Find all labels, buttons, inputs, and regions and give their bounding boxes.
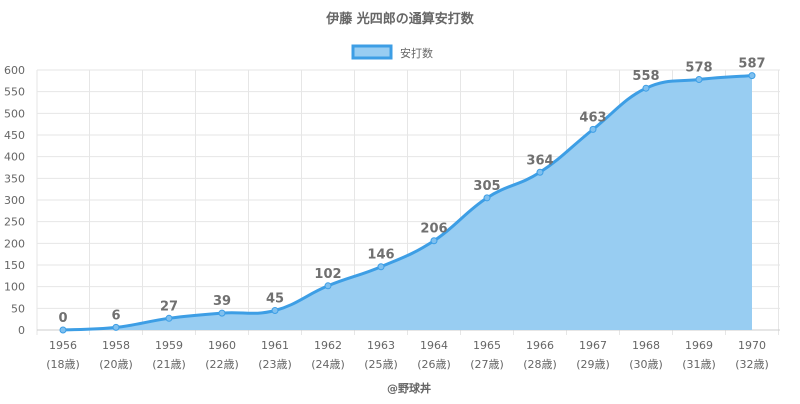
x-tick-age-label: (26歳) <box>417 358 451 371</box>
data-point <box>483 194 491 202</box>
x-tick-age-label: (27歳) <box>470 358 504 371</box>
x-tick-age-label: (30歳) <box>629 358 663 371</box>
data-label: 463 <box>579 110 606 125</box>
series-line <box>62 74 753 332</box>
x-tick-label: 1956 <box>49 339 77 352</box>
data-point <box>59 326 67 334</box>
x-tick-label: 1959 <box>155 339 183 352</box>
x-tick-age-label: (22歳) <box>205 358 239 371</box>
series-area-fill <box>63 75 752 330</box>
x-tick-label: 1958 <box>102 339 130 352</box>
y-tick-label: 100 <box>4 281 25 294</box>
data-point <box>642 84 650 92</box>
y-tick-label: 400 <box>4 151 25 164</box>
data-label: 39 <box>213 294 231 309</box>
x-tick-age-label: (31歳) <box>682 358 716 371</box>
x-tick-label: 1968 <box>632 339 660 352</box>
data-point <box>536 168 544 176</box>
x-tick-label: 1960 <box>208 339 236 352</box>
data-points <box>59 72 756 334</box>
legend-label: 安打数 <box>400 46 433 60</box>
watermark: @野球丼 <box>387 381 431 395</box>
data-point <box>748 72 756 80</box>
data-label: 364 <box>526 153 553 168</box>
x-tick-label: 1970 <box>738 339 766 352</box>
x-tick-label: 1963 <box>367 339 395 352</box>
y-tick-label: 0 <box>18 324 25 337</box>
x-tick-age-label: (23歳) <box>258 358 292 371</box>
data-label: 558 <box>632 69 659 84</box>
x-tick-age-label: (24歳) <box>311 358 345 371</box>
data-area <box>62 74 753 332</box>
data-label: 578 <box>685 61 712 76</box>
data-label: 45 <box>266 292 284 307</box>
y-tick-label: 50 <box>11 302 25 315</box>
y-tick-label: 300 <box>4 194 25 207</box>
data-label: 6 <box>111 308 120 323</box>
data-label: 305 <box>473 179 500 194</box>
data-point <box>271 307 279 314</box>
data-label: 587 <box>738 57 765 72</box>
x-tick-age-label: (20歳) <box>99 358 133 371</box>
x-tick-age-label: (21歳) <box>152 358 186 371</box>
data-label: 206 <box>420 222 447 237</box>
x-tick-label: 1966 <box>526 339 554 352</box>
data-point <box>112 323 120 331</box>
x-tick-age-label: (28歳) <box>523 358 557 371</box>
x-tick-label: 1969 <box>685 339 713 352</box>
x-tick-label: 1964 <box>420 339 448 352</box>
data-point <box>695 76 703 84</box>
x-tick-age-label: (18歳) <box>46 358 80 371</box>
data-label: 102 <box>314 267 341 282</box>
x-tick-label: 1961 <box>261 339 289 352</box>
data-label: 146 <box>367 248 394 263</box>
data-point <box>377 263 385 271</box>
x-tick-label: 1962 <box>314 339 342 352</box>
x-tick-label: 1967 <box>579 339 607 352</box>
y-tick-label: 500 <box>4 107 25 120</box>
x-tick-age-label: (29歳) <box>576 358 610 371</box>
data-labels: 0 6 27 39 45 102 146 206 305 364 463 558 578 587 <box>58 57 765 326</box>
data-label: 27 <box>160 299 178 314</box>
data-label: 0 <box>58 311 67 326</box>
x-tick-age-label: (32歳) <box>735 358 769 371</box>
data-point <box>165 314 173 322</box>
y-tick-label: 550 <box>4 86 25 99</box>
y-tick-label: 200 <box>4 237 25 250</box>
y-tick-label: 600 <box>4 64 25 77</box>
y-tick-label: 450 <box>4 129 25 142</box>
x-tick-age-label: (25歳) <box>364 358 398 371</box>
legend[interactable]: 安打数 <box>351 44 433 60</box>
data-point <box>218 309 226 317</box>
y-tick-label: 150 <box>4 259 25 272</box>
axes: 0501001502002503003504004505005506001956… <box>4 64 780 371</box>
y-tick-label: 350 <box>4 172 25 185</box>
chart-title: 伊藤 光四郎の通算安打数 <box>325 11 475 27</box>
data-point <box>324 282 332 290</box>
legend-swatch <box>351 44 393 60</box>
y-tick-label: 250 <box>4 216 25 229</box>
data-point <box>430 237 438 245</box>
x-tick-label: 1965 <box>473 339 501 352</box>
data-point <box>589 125 597 133</box>
